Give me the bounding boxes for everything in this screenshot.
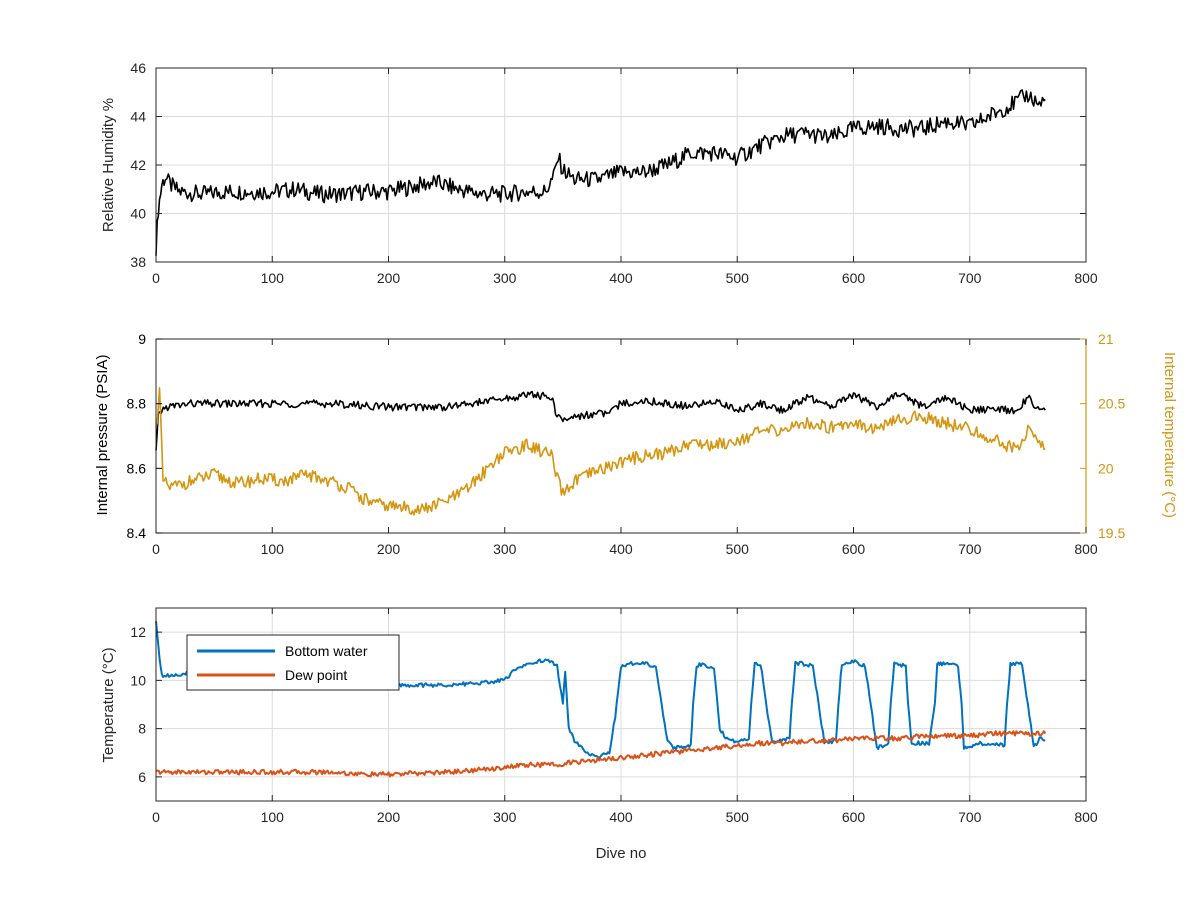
- x-tick-label: 200: [377, 541, 401, 557]
- y-tick-label: 10: [130, 672, 146, 688]
- humidity-panel: Relative Humidity % 0 100 200 300 400 500 600 7…: [100, 60, 1098, 286]
- y-tick-label: 46: [130, 60, 146, 76]
- x-tick-label: 700: [958, 541, 982, 557]
- y-tick-label: 12: [130, 624, 146, 640]
- temperature-panel: Temperature (°C) Dive no 0 100 200 300 400 50…: [100, 607, 1098, 862]
- x-tick-label: 100: [261, 541, 285, 557]
- internal-temperature-line: [155, 387, 1046, 516]
- x-tick-label: 400: [609, 270, 633, 286]
- x-tick-label: 600: [842, 270, 866, 286]
- pressure-y-label: Internal pressure (PSIA): [94, 355, 111, 516]
- pressure-temperature-panel: Internal pressure (PSIA) Internal temper…: [94, 331, 1178, 557]
- x-tick-label: 0: [152, 809, 160, 825]
- x-tick-label: 300: [493, 541, 517, 557]
- x-tick-label: 500: [726, 541, 750, 557]
- y-tick-label: 8.8: [127, 396, 147, 412]
- series-dew-point-line: [155, 730, 1047, 778]
- x-tick-label: 300: [493, 809, 517, 825]
- y-tick-label: 6: [138, 769, 146, 785]
- legend-label-dew-point: Dew point: [285, 667, 347, 683]
- y-tick-label: 9: [138, 331, 146, 347]
- humidity-line: [155, 89, 1046, 256]
- x-tick-label: 600: [842, 541, 866, 557]
- internal-pressure-line: [155, 390, 1046, 451]
- y-tick-label: 44: [130, 109, 146, 125]
- x-tick-label: 400: [609, 541, 633, 557]
- x-tick-label: 0: [152, 541, 160, 557]
- x-tick-label: 700: [958, 270, 982, 286]
- y-tick-label: 40: [130, 206, 146, 222]
- x-tick-label: 400: [609, 809, 633, 825]
- x-tick-label: 200: [377, 809, 401, 825]
- y-tick-label: 8: [138, 721, 146, 737]
- x-tick-label: 500: [726, 270, 750, 286]
- x-tick-label: 800: [1074, 809, 1098, 825]
- y-tick-label: 38: [130, 254, 146, 270]
- x-tick-label: 0: [152, 270, 160, 286]
- y-tick-label: 8.6: [127, 460, 147, 476]
- x-tick-label: 500: [726, 809, 750, 825]
- x-tick-label: 100: [261, 270, 285, 286]
- y-tick-label: 8.4: [127, 525, 147, 541]
- right-y-tick-label: 21: [1098, 331, 1114, 347]
- x-tick-label: 700: [958, 809, 982, 825]
- x-tick-label: 800: [1074, 270, 1098, 286]
- right-y-tick-label: 20.5: [1098, 396, 1125, 412]
- internal-temperature-y-label: Internal temperature (°C): [1161, 352, 1178, 518]
- humidity-y-label: Relative Humidity %: [100, 98, 117, 232]
- x-tick-label: 600: [842, 809, 866, 825]
- x-tick-label: 300: [493, 270, 517, 286]
- x-axis-label: Dive no: [596, 845, 647, 862]
- right-y-tick-label: 19.5: [1098, 525, 1125, 541]
- legend-box: [186, 634, 400, 691]
- right-y-tick-label: 20: [1098, 460, 1114, 476]
- x-tick-label: 800: [1074, 541, 1098, 557]
- legend-label-bottom-water: Bottom water: [285, 643, 368, 659]
- x-tick-label: 200: [377, 270, 401, 286]
- y-tick-label: 42: [130, 157, 146, 173]
- x-tick-label: 100: [261, 809, 285, 825]
- temperature-y-label: Temperature (°C): [100, 647, 117, 762]
